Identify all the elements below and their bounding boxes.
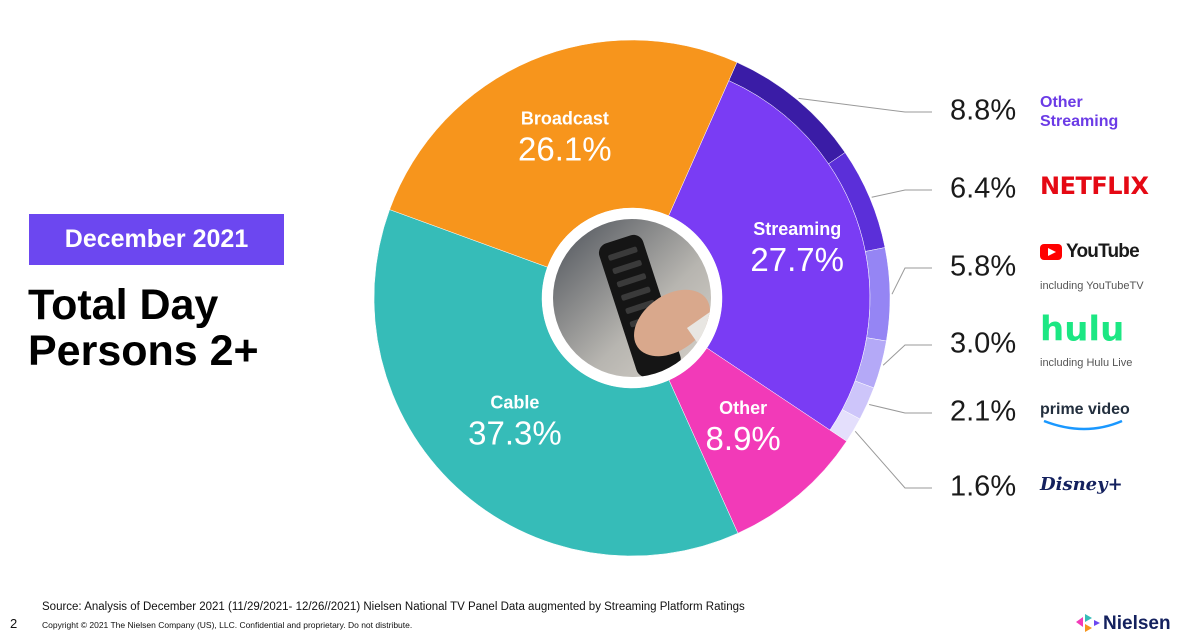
- logo-mark: [1085, 624, 1092, 632]
- slice-name: Broadcast: [521, 108, 609, 128]
- logo-mark: [1094, 620, 1100, 626]
- segment-name: prime video: [1040, 401, 1130, 418]
- date-badge: December 2021: [29, 214, 284, 265]
- leader-line: [891, 267, 932, 295]
- segment-name-line: Other: [1040, 94, 1083, 111]
- source-note: Source: Analysis of December 2021 (11/29…: [42, 601, 745, 613]
- segment-value: 6.4%: [950, 173, 1016, 205]
- segment-value: 2.1%: [950, 396, 1016, 428]
- segment-name: hulu: [1040, 310, 1124, 350]
- prime-smile: [1043, 419, 1123, 431]
- segment-name: Other Streaming: [1040, 94, 1118, 130]
- segment-value: 3.0%: [950, 328, 1016, 360]
- copyright: Copyright © 2021 The Nielsen Company (US…: [42, 620, 413, 630]
- leader-line: [869, 404, 932, 414]
- center-photo: [553, 219, 711, 377]
- slice-name: Streaming: [753, 219, 841, 239]
- logo-mark: [1076, 617, 1083, 627]
- slice-value: 27.7%: [750, 241, 844, 278]
- remote-buttons: [621, 286, 651, 301]
- segment-name: Disney+: [1039, 474, 1123, 495]
- slice-value: 37.3%: [468, 415, 562, 452]
- segment-note: including Hulu Live: [1040, 357, 1132, 369]
- segment-value: 8.8%: [950, 95, 1016, 127]
- hand: [634, 289, 710, 357]
- youtube-play: [1048, 248, 1056, 256]
- slice-name: Cable: [490, 393, 539, 413]
- segment-note: including YouTubeTV: [1040, 280, 1144, 292]
- remote-buttons: [616, 273, 647, 288]
- remote-buttons: [625, 299, 655, 314]
- segment-name-line: Streaming: [1040, 113, 1118, 130]
- segment-value: 5.8%: [950, 251, 1016, 283]
- leader-line: [798, 97, 932, 113]
- segment-value: 1.6%: [950, 471, 1016, 503]
- brand: Nielsen: [1103, 613, 1171, 634]
- leader-line: [871, 189, 932, 198]
- leader-line: [854, 430, 932, 489]
- slice-value: 8.9%: [706, 420, 781, 457]
- leader-line: [882, 344, 932, 366]
- remote-buttons: [608, 246, 638, 261]
- logo-mark: [1085, 614, 1092, 622]
- segment-name: NETFLIX: [1040, 172, 1149, 200]
- heading: Total Day Persons 2+: [28, 281, 259, 375]
- segment-name: YouTube: [1066, 241, 1139, 262]
- remote-buttons: [612, 260, 642, 274]
- slice-value: 26.1%: [518, 130, 612, 167]
- slice-name: Other: [719, 398, 767, 418]
- page-number: 2: [10, 616, 18, 631]
